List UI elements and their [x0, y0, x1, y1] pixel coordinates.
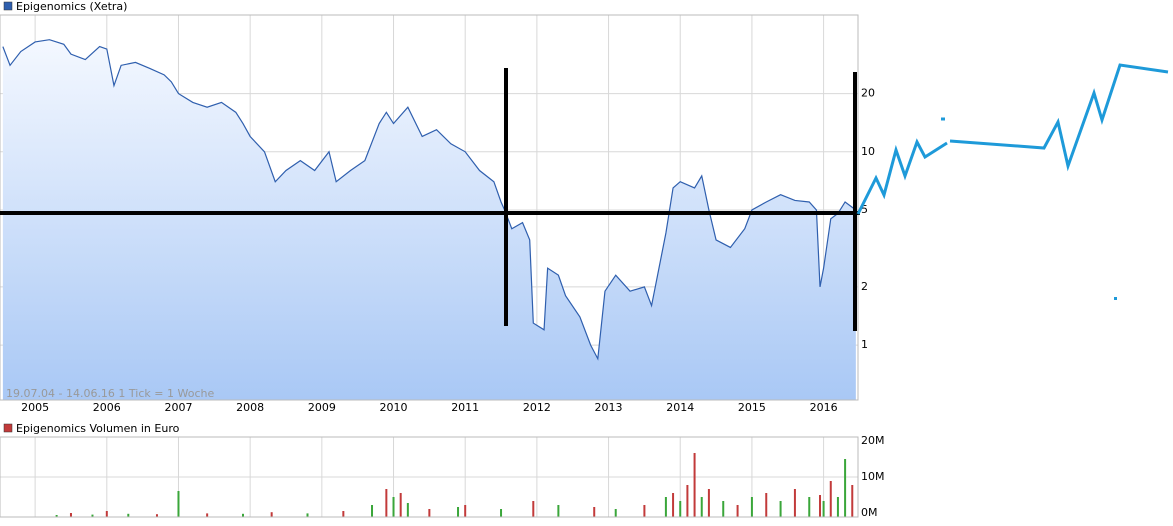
volume-bar: [779, 501, 782, 517]
volume-bar: [844, 459, 847, 517]
volume-bar: [399, 493, 402, 517]
volume-bar: [819, 495, 822, 517]
x-tick-label: 2009: [308, 401, 336, 414]
y-tick-label: 20M: [861, 434, 885, 447]
volume-bar: [241, 513, 244, 517]
chart-title: Epigenomics (Xetra): [16, 0, 127, 13]
volume-bar: [206, 513, 209, 517]
y-tick-label: 20: [861, 87, 875, 100]
volume-bar: [793, 489, 796, 517]
volume-bar: [643, 505, 646, 517]
volume-bar: [91, 514, 94, 517]
volume-bar: [557, 505, 560, 517]
volume-bar: [177, 491, 180, 517]
volume-bar: [428, 509, 431, 517]
volume-bar: [765, 493, 768, 517]
volume-bar: [155, 514, 158, 517]
legend-swatch: [3, 1, 13, 11]
legend-swatch: [3, 423, 13, 433]
volume-bar: [679, 501, 682, 517]
volume-bar: [385, 489, 388, 517]
x-tick-label: 2015: [738, 401, 766, 414]
volume-bar: [342, 511, 345, 517]
volume-bar: [105, 511, 108, 517]
x-tick-label: 2007: [164, 401, 192, 414]
volume-bar: [532, 501, 535, 517]
volume-bar: [808, 497, 811, 517]
volume-bar: [593, 507, 596, 517]
area-fill: [2, 39, 856, 401]
price-frame: [0, 14, 859, 401]
volume-bar: [306, 513, 309, 517]
volume-frame: [0, 436, 859, 518]
volume-bar: [722, 501, 725, 517]
x-tick-label: 2008: [236, 401, 264, 414]
volume-bar: [686, 485, 689, 517]
volume-bar: [664, 497, 667, 517]
volume-bar: [700, 497, 703, 517]
y-tick-label: 10: [861, 145, 875, 158]
volume-bar: [693, 453, 696, 517]
volume-bar: [127, 513, 130, 517]
x-tick-label: 2005: [21, 401, 49, 414]
volume-bar: [836, 497, 839, 517]
volume-bar: [736, 505, 739, 517]
y-tick-label: 10M: [861, 470, 885, 483]
volume-bar: [707, 489, 710, 517]
price-line: [2, 39, 857, 361]
volume-bar: [457, 507, 460, 517]
x-tick-label: 2010: [380, 401, 408, 414]
volume-bar: [851, 485, 854, 517]
x-tick-label: 2011: [451, 401, 479, 414]
y-tick-label: 2: [861, 280, 868, 293]
x-tick-label: 2013: [595, 401, 623, 414]
volume-bar: [464, 505, 467, 517]
y-tick-label: 1: [861, 338, 868, 351]
volume-bar: [614, 509, 617, 517]
x-tick-label: 2014: [666, 401, 694, 414]
x-tick-label: 2016: [810, 401, 838, 414]
volume-bar: [406, 503, 409, 517]
x-tick-label: 2006: [93, 401, 121, 414]
x-tick-label: 2012: [523, 401, 551, 414]
volume-bar: [270, 512, 273, 517]
volume-bar: [750, 497, 753, 517]
y-tick-label: 0M: [861, 506, 878, 519]
volume-bar: [392, 497, 395, 517]
annotation-drawing: [0, 63, 1169, 331]
y-tick-label: 5: [861, 203, 868, 216]
volume-title: Epigenomics Volumen in Euro: [16, 422, 180, 435]
volume-bar: [822, 501, 825, 517]
volume-bar: [672, 493, 675, 517]
volume-bar: [371, 505, 374, 517]
volume-bar: [829, 481, 832, 517]
range-note: 19.07.04 - 14.06.16 1 Tick = 1 Woche: [6, 387, 214, 400]
volume-bar: [55, 515, 58, 517]
volume-bar: [500, 509, 503, 517]
volume-bar: [69, 513, 72, 517]
